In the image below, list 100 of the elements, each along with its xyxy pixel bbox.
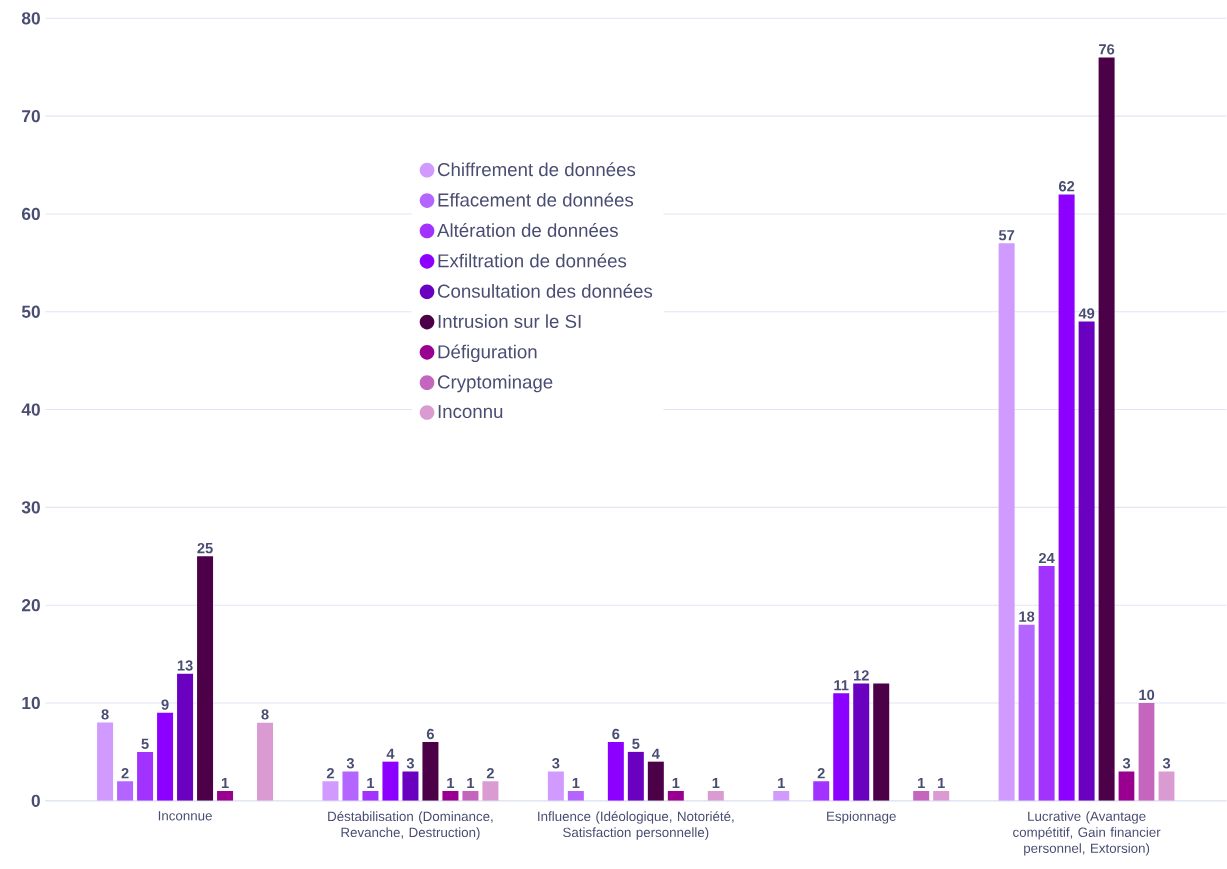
data-label: 3 (406, 758, 414, 769)
bar (1098, 57, 1115, 801)
data-label: 1 (778, 778, 785, 789)
data-label: 10 (1139, 689, 1155, 701)
bar (137, 751, 154, 801)
bar (97, 722, 114, 801)
data-label: 57 (998, 230, 1015, 241)
data-label: 25 (197, 543, 213, 554)
bar (1018, 624, 1035, 801)
bar (402, 771, 419, 801)
bar (422, 742, 439, 801)
bar (342, 771, 359, 801)
bar (1118, 771, 1135, 801)
legend-label: Cryptominage (437, 374, 553, 393)
data-label: 8 (101, 709, 109, 720)
bar (197, 556, 214, 801)
data-label: 4 (386, 748, 395, 759)
data-label: 5 (141, 738, 149, 750)
data-label: 8 (261, 709, 269, 720)
data-label: 6 (426, 728, 434, 740)
legend-label: Chiffrement de données (437, 162, 636, 177)
data-label: 1 (367, 778, 375, 789)
bar (773, 791, 790, 801)
x-tick-label: Déstabilisation (Dominance, Revanche, Destruction) (328, 811, 493, 840)
y-tick-label: 70 (22, 110, 40, 123)
y-tick-label: 80 (21, 12, 40, 25)
data-label: 49 (1078, 308, 1095, 319)
y-tick-label: 0 (31, 794, 40, 808)
data-label: 1 (712, 778, 720, 789)
bar (833, 693, 850, 801)
x-tick-label: Inconnue (158, 811, 212, 821)
legend-label: Consultation des données (437, 283, 653, 298)
y-tick-label: 60 (21, 207, 40, 221)
bar (547, 771, 564, 801)
data-label: 3 (346, 758, 355, 769)
legend-label: Défiguration (438, 344, 537, 363)
bar (1058, 194, 1075, 801)
bar (442, 791, 459, 801)
legend-label: Effacement de données (438, 192, 634, 207)
data-label: 1 (467, 778, 475, 789)
legend-label: Intrusion sur le SI (438, 314, 581, 329)
data-label: 1 (572, 778, 580, 789)
data-label: 1 (672, 778, 680, 789)
bar (667, 791, 684, 801)
data-label: 4 (651, 748, 660, 759)
bar (462, 791, 479, 801)
data-label: 3 (552, 758, 560, 769)
y-tick-label: 40 (21, 403, 40, 416)
data-label: 76 (1099, 44, 1115, 55)
y-tick-label: 50 (21, 305, 40, 318)
data-label: 12 (853, 670, 869, 681)
y-tick-label: 20 (21, 599, 40, 612)
bar (873, 683, 890, 801)
bar (1038, 566, 1055, 801)
data-label: 2 (326, 768, 334, 779)
data-label: 1 (447, 778, 455, 789)
legend-label: Exfiltration de données (438, 253, 627, 268)
data-label: 11 (834, 680, 849, 691)
bar (257, 722, 274, 801)
legend-label: Inconnu (438, 405, 503, 419)
data-label: 3 (1122, 758, 1131, 769)
data-label: 2 (121, 768, 129, 779)
bar (998, 243, 1015, 801)
bar (853, 683, 870, 801)
data-label: 3 (1162, 758, 1171, 769)
legend-label: Altération de données (437, 223, 618, 238)
data-label: 9 (161, 699, 169, 710)
data-label: 1 (221, 778, 229, 789)
data-label: 5 (632, 738, 640, 750)
bar (567, 791, 584, 801)
data-label: 24 (1038, 553, 1055, 564)
bar (1138, 703, 1155, 801)
x-tick-label: Lucrative (Avantage compétitif, Gain financier personnel, Extorsion) (1013, 811, 1161, 856)
data-label: 1 (918, 778, 925, 789)
bar (913, 791, 930, 801)
bar (177, 673, 194, 801)
bar (362, 791, 379, 801)
bar (1078, 321, 1095, 801)
bar (647, 761, 664, 801)
bar (482, 781, 499, 801)
x-tick-label: Espionnage (827, 811, 896, 824)
data-label: 1 (938, 778, 945, 789)
bar (933, 791, 950, 801)
bar (607, 742, 624, 801)
y-tick-label: 10 (22, 696, 40, 710)
x-tick-label: Influence (Idéologique, Notoriété, Satisfaction personnelle) (538, 811, 734, 840)
data-label: 2 (486, 768, 494, 779)
bar (707, 791, 724, 801)
bar (322, 781, 339, 801)
bar (1158, 771, 1175, 801)
bar (627, 751, 644, 801)
data-label: 6 (612, 728, 620, 740)
bar (157, 712, 174, 801)
data-label: 62 (1059, 181, 1075, 192)
bar (217, 791, 234, 801)
data-label: 13 (177, 660, 193, 671)
data-label: 18 (1019, 611, 1035, 622)
bar (813, 781, 830, 801)
bar (382, 761, 399, 801)
bar (117, 781, 134, 801)
